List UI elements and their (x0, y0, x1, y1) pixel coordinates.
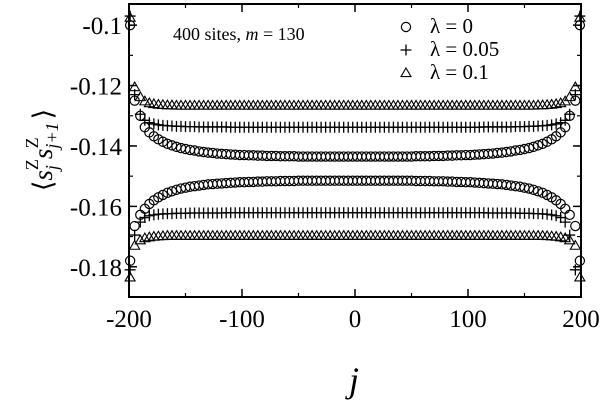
circle-point (574, 255, 586, 266)
plus-point (148, 118, 160, 130)
y-axis-label: ⟨sjZsj+1Z⟩ (22, 109, 62, 191)
x-ticks: -200 -100 0 100 200 (106, 4, 600, 333)
x-tick-label: -100 (219, 306, 265, 333)
triangle-point (573, 271, 586, 282)
x-tick-label: 100 (449, 306, 487, 333)
plus-point (124, 264, 136, 276)
plus-point (546, 209, 558, 221)
triangle-point (124, 271, 137, 282)
y-tick-label: -0.18 (70, 255, 122, 282)
legend-label: λ = 0 (430, 14, 473, 38)
plus-point (139, 212, 151, 224)
plus-point (143, 117, 155, 129)
svg-text:⟨sjZsj+1Z⟩: ⟨sjZsj+1Z⟩ (22, 109, 62, 191)
triangle-point (138, 232, 151, 243)
plus-point (559, 216, 571, 228)
legend-label: λ = 0.05 (430, 37, 499, 61)
markers (124, 11, 586, 282)
y-tick-label: -0.1 (82, 13, 122, 40)
legend-plus-marker (400, 44, 412, 56)
triangle-point (573, 11, 586, 22)
plus-point (555, 117, 567, 129)
x-tick-label: 200 (562, 306, 600, 333)
y-ticks: -0.18 -0.16 -0.14 -0.12 -0.1 (70, 13, 581, 298)
circle-point (523, 183, 535, 194)
circle-point (162, 187, 173, 198)
y-tick-label: -0.16 (70, 194, 122, 221)
y-tick-label: -0.12 (70, 74, 122, 101)
plus-point (134, 216, 146, 228)
legend-triangle-marker (400, 66, 412, 78)
circle-point (532, 186, 544, 197)
x-axis-label: j (345, 360, 359, 400)
plus-point (546, 119, 558, 131)
triangle-point (563, 234, 576, 245)
circle-point (166, 186, 178, 197)
plus-point (569, 264, 581, 276)
circle-point (166, 140, 178, 151)
y-tick-label: -0.14 (70, 134, 123, 161)
triangle-point (563, 90, 576, 102)
plus-point (559, 114, 571, 126)
plus-point (550, 210, 562, 222)
annotation: 400 sites, m = 130 (173, 24, 305, 44)
triangle-point (545, 98, 558, 109)
triangle-point (569, 80, 582, 92)
circle-point (528, 184, 539, 195)
triangle-point (554, 96, 567, 108)
circle-point (528, 141, 539, 153)
plot-frame (128, 3, 582, 298)
circle-point (570, 220, 581, 232)
plus-point (143, 210, 155, 222)
plus-point (139, 114, 151, 126)
triangle-point (128, 80, 141, 92)
circle-point (162, 138, 173, 150)
triangle-point (143, 231, 156, 242)
circle-point (523, 142, 535, 154)
plus-point (550, 118, 562, 130)
x-tick-label: 0 (349, 306, 362, 333)
plus-point (564, 108, 576, 120)
circle-point (564, 209, 575, 221)
plus-point (134, 108, 146, 120)
circle-point (129, 220, 140, 232)
triangle-point (124, 11, 137, 22)
triangle-point (559, 232, 572, 243)
plus-point (129, 229, 141, 241)
circle-point (124, 255, 136, 266)
triangle-point (134, 234, 147, 245)
legend-circle-marker (400, 21, 412, 33)
plus-point (555, 212, 567, 224)
circle-point (532, 140, 544, 151)
x-tick-label: -200 (106, 306, 152, 333)
triangle-point (569, 239, 582, 250)
triangle-point (128, 239, 141, 250)
triangle-point (550, 97, 563, 109)
legend: λ = 0λ = 0.05λ = 0.1 (400, 14, 499, 84)
triangle-point (134, 90, 147, 102)
legend-label: λ = 0.1 (430, 60, 489, 84)
